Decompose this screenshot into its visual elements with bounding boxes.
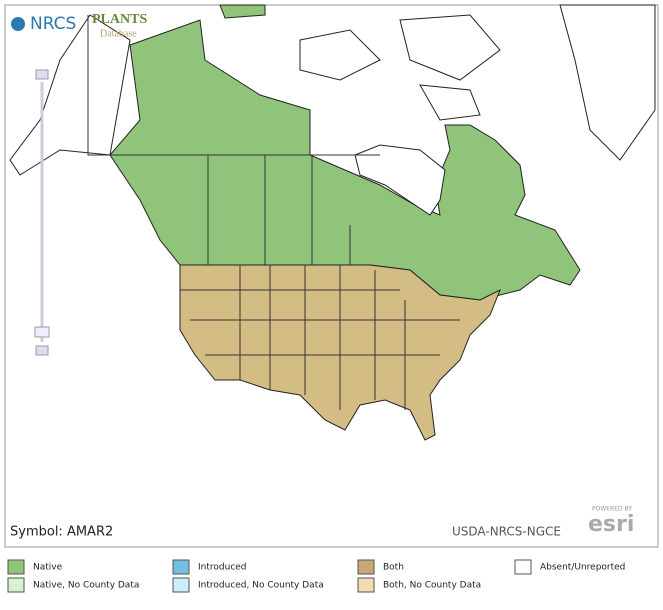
credit: USDA-NRCS-NGCE — [452, 525, 561, 539]
plants-logo: PLANTS — [92, 12, 147, 27]
legend: Native Introduced Both Absent/Unreported Nat… — [7, 559, 625, 593]
symbol-label: Symbol: AMAR2 — [10, 525, 113, 540]
legend-label: Both, No County Data — [383, 581, 481, 591]
alaska — [9, 14, 131, 176]
island — [219, 4, 266, 19]
database-logo: Database — [100, 28, 137, 39]
province-lines — [87, 15, 380, 265]
legend-swatch — [357, 577, 375, 593]
island — [419, 84, 481, 121]
agency-icon — [11, 17, 25, 31]
esri-logo: esri — [588, 512, 634, 537]
legend-swatch — [172, 577, 190, 593]
legend-swatch — [357, 559, 375, 575]
legend-swatch — [514, 559, 532, 575]
hudson-bay — [354, 144, 446, 216]
legend-swatch — [172, 559, 190, 575]
legend-label: Absent/Unreported — [540, 563, 625, 573]
legend-label: Introduced, No County Data — [198, 581, 324, 591]
legend-label: Introduced — [198, 563, 247, 573]
zoom-out[interactable] — [35, 345, 49, 356]
map — [9, 4, 656, 441]
zoom-slider[interactable] — [34, 69, 50, 356]
powered-by: POWERED BY — [592, 506, 632, 513]
zoom-handle[interactable] — [34, 326, 50, 338]
zoom-in[interactable] — [35, 69, 49, 80]
island — [399, 14, 501, 81]
greenland — [559, 4, 656, 161]
legend-label: Native — [33, 563, 63, 573]
legend-label: Both — [383, 563, 404, 573]
agency-logo: NRCS — [30, 14, 76, 34]
legend-swatch — [7, 559, 25, 575]
state-lines — [180, 265, 460, 410]
legend-label: Native, No County Data — [33, 581, 139, 591]
legend-swatch — [7, 577, 25, 593]
island — [299, 29, 381, 81]
